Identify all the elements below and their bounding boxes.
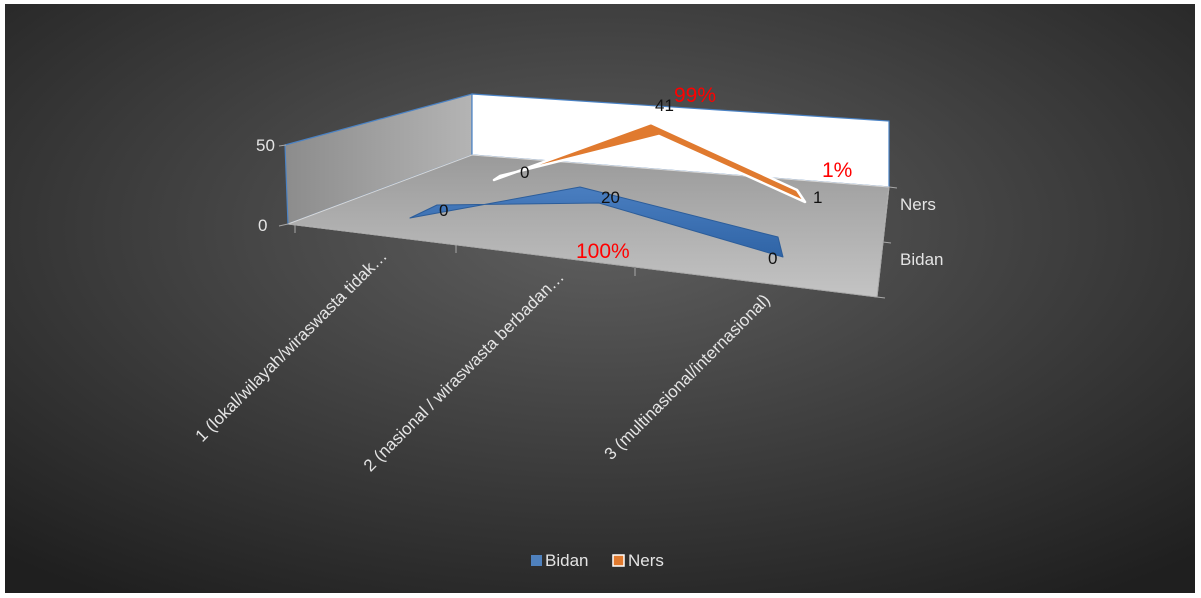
chart-svg: 50 0 Ners Bidan 1 (lokal/wilayah/wiraswa… bbox=[5, 4, 1195, 593]
annotation-99-percent: 99% bbox=[674, 84, 716, 107]
data-label-bidan-3: 0 bbox=[768, 249, 777, 268]
annotation-100-percent: 100% bbox=[576, 240, 630, 263]
data-label-bidan-2: 20 bbox=[601, 188, 620, 207]
value-tick-0 bbox=[278, 223, 289, 227]
depth-axis-label-bidan: Bidan bbox=[900, 250, 943, 269]
data-label-ners-2: 41 bbox=[655, 96, 674, 115]
annotation-1-percent: 1% bbox=[822, 159, 852, 182]
data-label-bidan-1: 0 bbox=[439, 201, 448, 220]
value-tick-label: 50 bbox=[256, 136, 275, 155]
legend-label-ners: Ners bbox=[628, 551, 664, 570]
value-tick-label: 0 bbox=[258, 216, 267, 235]
data-label-ners-1: 0 bbox=[520, 163, 529, 182]
legend: Bidan Ners bbox=[531, 551, 664, 570]
value-tick-50 bbox=[278, 144, 287, 147]
data-label-ners-3: 1 bbox=[813, 188, 822, 207]
legend-swatch-bidan bbox=[531, 555, 542, 566]
depth-tick bbox=[888, 186, 898, 189]
legend-swatch-ners bbox=[612, 554, 625, 567]
depth-axis-label-ners: Ners bbox=[900, 195, 936, 214]
series-bidan-ribbon bbox=[409, 186, 784, 258]
chart-background bbox=[5, 4, 1195, 593]
series-ners-ribbon bbox=[492, 121, 807, 204]
legend-label-bidan: Bidan bbox=[545, 551, 588, 570]
depth-tick bbox=[882, 241, 892, 244]
category-axis-line bbox=[287, 223, 878, 298]
depth-tick bbox=[876, 296, 886, 299]
chart-area: 50 0 Ners Bidan 1 (lokal/wilayah/wiraswa… bbox=[5, 4, 1195, 593]
